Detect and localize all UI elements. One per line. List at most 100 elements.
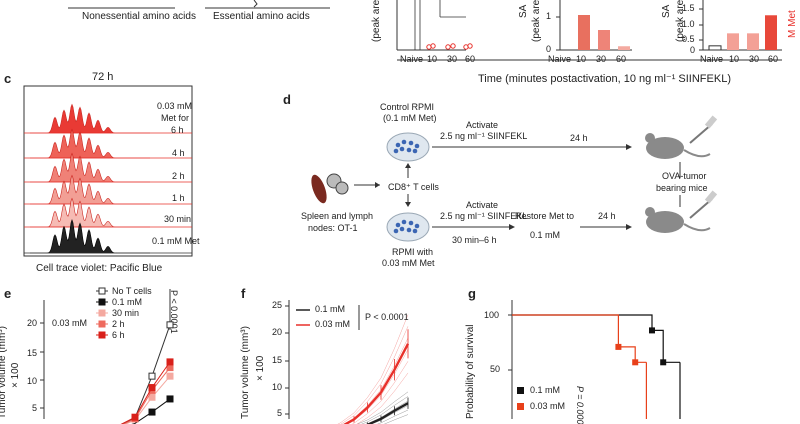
- panel-e-legend-2h: 2 h: [112, 319, 125, 329]
- panel-g-legend-003mm: 0.03 mM: [530, 401, 566, 411]
- top-ytick-2-a: 1: [546, 11, 552, 21]
- panel-f-ytick-25: 25: [272, 300, 283, 310]
- panel-e-legend-6h: 6 h: [112, 330, 125, 340]
- panel-f-individual-line: [361, 396, 409, 424]
- top-ytick-2-b: 0: [546, 44, 552, 54]
- mouse-top: [645, 115, 718, 159]
- panel-e-series-line: [131, 398, 171, 424]
- dish-control: [386, 132, 430, 162]
- panel-g-censor-marker: [660, 359, 667, 366]
- panel-e-point: [148, 372, 156, 380]
- panel-c-title: 72 h: [92, 71, 114, 83]
- top-ytick-3-a: 1.5: [682, 3, 695, 13]
- panel-c-row-label-control: 0.1 mM Met: [152, 236, 200, 246]
- rpmi-low-line1: RPMI with: [392, 247, 434, 257]
- panel-f-individual-line: [357, 391, 409, 424]
- panel-e-legend-01mm: 0.1 mM: [112, 297, 143, 307]
- panel-c-legend-line3: 6 h: [171, 125, 184, 135]
- panel-letter-e: e: [4, 286, 12, 301]
- mouse-bottom: [645, 190, 718, 233]
- aa-label-nonessential: Nonessential amino acids: [82, 11, 196, 22]
- panel-letter-d: d: [283, 92, 291, 107]
- panel-f-individual-line: [377, 409, 409, 424]
- top-xtick-3-30: 30: [749, 54, 760, 64]
- top-xtick-1-30: 30: [447, 54, 458, 64]
- panel-e-point: [166, 358, 174, 366]
- panel-g-censor-marker: [632, 359, 639, 366]
- panel-g-censor-marker: [615, 343, 622, 350]
- panel-c-legend-line1: 0.03 mM: [157, 101, 193, 111]
- ova-line2: bearing mice: [656, 183, 708, 193]
- histogram-rows: [24, 103, 192, 254]
- restore-line2: 0.1 mM: [530, 230, 561, 240]
- top-ytick-3-d: 0: [690, 45, 696, 55]
- top-bar-marks: [578, 15, 777, 51]
- panel-letter-c: c: [4, 71, 12, 86]
- rpmi-low-line2: 0.03 mM Met: [382, 258, 435, 268]
- panel-f-legend-01mm: 0.1 mM: [315, 304, 346, 314]
- restore-line1: Restore Met to: [515, 211, 575, 221]
- panel-f-ytick-20: 20: [272, 327, 283, 337]
- panel-g-ytick-100: 100: [484, 310, 500, 320]
- top-xtick-2-30: 30: [596, 54, 607, 64]
- panel-e-legend-no-t-cells: No T cells: [112, 286, 152, 296]
- spleen-shape: [311, 174, 327, 204]
- top-xtick-2-naive: Naive: [548, 54, 572, 64]
- top-strip-lines: [68, 0, 782, 61]
- panel-letter-f: f: [241, 286, 246, 301]
- panel-e-ytick-15: 15: [27, 348, 38, 358]
- panel-e-point: [166, 395, 174, 403]
- panel-e-legend-30min: 30 min: [112, 308, 140, 318]
- top-xtick-2-60: 60: [616, 54, 627, 64]
- panel-e-point: [148, 393, 156, 401]
- hours-2: 24 h: [598, 211, 616, 221]
- panel-e-ytick-5: 5: [32, 403, 38, 413]
- panel-g-p-label: P = 0.000: [575, 386, 585, 424]
- top-bar: [618, 46, 630, 50]
- top-xtick-3-60: 60: [768, 54, 779, 64]
- top-ytick-3-c: 0.5: [682, 34, 695, 44]
- panel-c-row-label-2h: 2 h: [172, 171, 185, 181]
- panel-e-legend-marks: [96, 287, 108, 339]
- panel-e-point: [166, 321, 174, 329]
- panel-f-legend-003mm: 0.03 mM: [315, 319, 351, 329]
- panel-c-row-label-1h: 1 h: [172, 193, 185, 203]
- top-bar: [708, 45, 722, 51]
- panel-g-censor-marker: [649, 327, 655, 334]
- panel-e-series-line: [124, 375, 171, 424]
- activate-2-line1: Activate: [466, 200, 499, 210]
- panel-e-group-label: 0.03 mM: [52, 318, 88, 328]
- panel-f-ytick-5: 5: [277, 408, 283, 418]
- activate-1-line2: 2.5 ng ml⁻¹ SIINFEKL: [440, 131, 528, 141]
- panel-c-row-label-4h: 4 h: [172, 148, 185, 158]
- top-xlabel: Time (minutes postactivation, 10 ng ml⁻¹…: [478, 73, 731, 85]
- panel-f-p-label: P < 0.0001: [365, 312, 409, 322]
- time-range: 30 min–6 h: [452, 235, 497, 245]
- panel-g-series: [512, 314, 681, 419]
- spleen-line1: Spleen and lymph: [301, 211, 374, 221]
- panel-g-legend-marker-01mm: [517, 387, 524, 394]
- activate-1-line1: Activate: [466, 120, 499, 130]
- panel-c-legend-line2: Met for: [161, 113, 190, 123]
- top-xtick-3-naive: Naive: [700, 54, 724, 64]
- top-xtick-1-60: 60: [465, 54, 476, 64]
- panel-e-point: [166, 372, 174, 380]
- panel-g-legend-01mm: 0.1 mM: [530, 385, 561, 395]
- hours-1: 24 h: [570, 133, 588, 143]
- top-xtick-3-10: 10: [729, 54, 740, 64]
- panel-e-legend-marker: [98, 287, 106, 295]
- control-rpmi-line1: Control RPMI: [380, 102, 435, 112]
- top-bar: [727, 33, 739, 50]
- panel-f-individual-line: [340, 326, 409, 424]
- panel-f-individual-line: [371, 405, 409, 424]
- top-ytick-3-b: 1.0: [682, 19, 695, 29]
- top-bar: [578, 15, 590, 50]
- panel-f-individual-line: [366, 400, 409, 424]
- panel-f-individual-line: [337, 314, 409, 424]
- panel-letter-g: g: [468, 286, 476, 301]
- panel-c-xlabel: Cell trace violet: Pacific Blue: [36, 263, 163, 274]
- panel-f-individual-line: [356, 372, 409, 424]
